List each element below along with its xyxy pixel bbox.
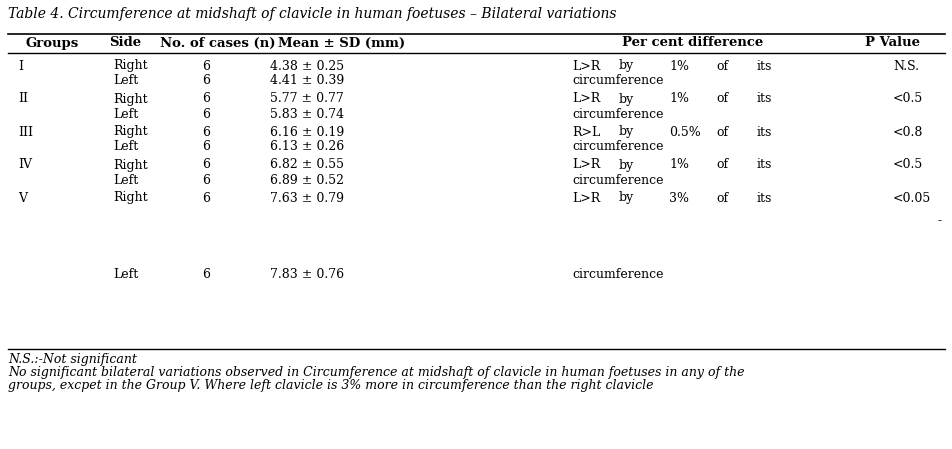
Text: circumference: circumference xyxy=(571,75,663,88)
Text: its: its xyxy=(756,126,771,138)
Text: its: its xyxy=(756,158,771,172)
Text: L>R: L>R xyxy=(571,60,600,72)
Text: 6: 6 xyxy=(202,173,209,186)
Text: No significant bilateral variations observed in Circumference at midshaft of cla: No significant bilateral variations obse… xyxy=(8,366,744,379)
Text: its: its xyxy=(756,192,771,204)
Text: 5.77 ± 0.77: 5.77 ± 0.77 xyxy=(269,92,344,106)
Text: <0.8: <0.8 xyxy=(892,126,922,138)
Text: 3%: 3% xyxy=(668,192,688,204)
Text: Right: Right xyxy=(113,126,148,138)
Text: 6: 6 xyxy=(202,158,209,172)
Text: circumference: circumference xyxy=(571,173,663,186)
Text: groups, excpet in the Group V. Where left clavicle is 3% more in circumference t: groups, excpet in the Group V. Where lef… xyxy=(8,379,653,392)
Text: circumference: circumference xyxy=(571,107,663,120)
Text: Per cent difference: Per cent difference xyxy=(622,36,763,49)
Text: 6: 6 xyxy=(202,107,209,120)
Text: L>R: L>R xyxy=(571,158,600,172)
Text: 0.5%: 0.5% xyxy=(668,126,700,138)
Text: R>L: R>L xyxy=(571,126,600,138)
Text: by: by xyxy=(619,60,634,72)
Text: circumference: circumference xyxy=(571,268,663,281)
Text: <0.5: <0.5 xyxy=(892,158,922,172)
Text: III: III xyxy=(18,126,33,138)
Text: No. of cases (n): No. of cases (n) xyxy=(160,36,275,49)
Text: circumference: circumference xyxy=(571,141,663,154)
Text: Left: Left xyxy=(113,107,138,120)
Text: 6: 6 xyxy=(202,60,209,72)
Text: Left: Left xyxy=(113,75,138,88)
Text: 7.63 ± 0.79: 7.63 ± 0.79 xyxy=(269,192,344,204)
Text: Right: Right xyxy=(113,158,148,172)
Text: <0.5: <0.5 xyxy=(892,92,922,106)
Text: 6.82 ± 0.55: 6.82 ± 0.55 xyxy=(269,158,344,172)
Text: Groups: Groups xyxy=(26,36,79,49)
Text: by: by xyxy=(619,158,634,172)
Text: its: its xyxy=(756,60,771,72)
Text: of: of xyxy=(715,92,727,106)
Text: its: its xyxy=(756,92,771,106)
Text: L>R: L>R xyxy=(571,92,600,106)
Text: 6: 6 xyxy=(202,192,209,204)
Text: 1%: 1% xyxy=(668,60,688,72)
Text: 4.38 ± 0.25: 4.38 ± 0.25 xyxy=(269,60,344,72)
Text: 1%: 1% xyxy=(668,92,688,106)
Text: I: I xyxy=(18,60,23,72)
Text: 5.83 ± 0.74: 5.83 ± 0.74 xyxy=(269,107,344,120)
Text: of: of xyxy=(715,126,727,138)
Text: -: - xyxy=(937,215,942,228)
Text: of: of xyxy=(715,60,727,72)
Text: 6: 6 xyxy=(202,141,209,154)
Text: II: II xyxy=(18,92,28,106)
Text: by: by xyxy=(619,126,634,138)
Text: 6: 6 xyxy=(202,126,209,138)
Text: of: of xyxy=(715,192,727,204)
Text: 6.13 ± 0.26: 6.13 ± 0.26 xyxy=(269,141,344,154)
Text: Left: Left xyxy=(113,141,138,154)
Text: Right: Right xyxy=(113,60,148,72)
Text: 4.41 ± 0.39: 4.41 ± 0.39 xyxy=(269,75,344,88)
Text: Left: Left xyxy=(113,173,138,186)
Text: Side: Side xyxy=(109,36,141,49)
Text: 6: 6 xyxy=(202,92,209,106)
Text: by: by xyxy=(619,192,634,204)
Text: 7.83 ± 0.76: 7.83 ± 0.76 xyxy=(269,268,344,281)
Text: 6: 6 xyxy=(202,268,209,281)
Text: 6.16 ± 0.19: 6.16 ± 0.19 xyxy=(269,126,344,138)
Text: 6: 6 xyxy=(202,75,209,88)
Text: by: by xyxy=(619,92,634,106)
Text: 6.89 ± 0.52: 6.89 ± 0.52 xyxy=(269,173,344,186)
Text: N.S.:-Not significant: N.S.:-Not significant xyxy=(8,353,137,366)
Text: Right: Right xyxy=(113,192,148,204)
Text: V: V xyxy=(18,192,27,204)
Text: Mean ± SD (mm): Mean ± SD (mm) xyxy=(278,36,406,49)
Text: of: of xyxy=(715,158,727,172)
Text: Right: Right xyxy=(113,92,148,106)
Text: Table 4. Circumference at midshaft of clavicle in human foetuses – Bilateral var: Table 4. Circumference at midshaft of cl… xyxy=(8,7,616,21)
Text: IV: IV xyxy=(18,158,32,172)
Text: <0.05: <0.05 xyxy=(892,192,930,204)
Text: N.S.: N.S. xyxy=(892,60,918,72)
Text: Left: Left xyxy=(113,268,138,281)
Text: P Value: P Value xyxy=(864,36,920,49)
Text: L>R: L>R xyxy=(571,192,600,204)
Text: 1%: 1% xyxy=(668,158,688,172)
